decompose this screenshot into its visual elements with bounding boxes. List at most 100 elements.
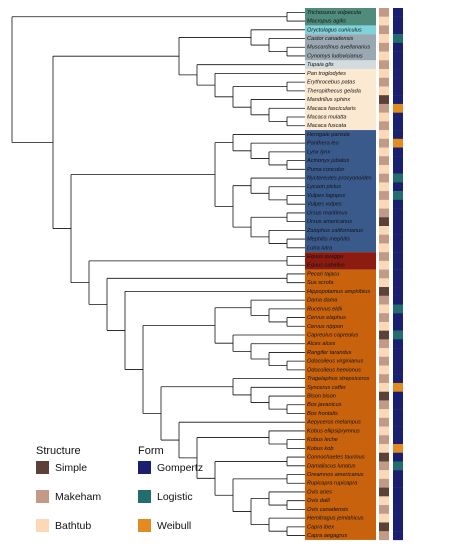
structure-cell — [379, 348, 389, 357]
form-cell — [393, 278, 403, 288]
species-label: Erythrocebus patas — [307, 80, 355, 86]
species-label: Equus caballus — [307, 263, 345, 269]
structure-cell — [379, 191, 389, 201]
structure-cell — [379, 8, 389, 17]
form-cell — [393, 348, 403, 357]
form-cell — [393, 77, 403, 87]
form-cell — [393, 461, 403, 471]
structure-cell — [379, 182, 389, 192]
species-label: Rucervus eldii — [307, 306, 343, 312]
form-cell — [393, 321, 403, 331]
legend-swatch — [138, 519, 151, 532]
species-label: Cynomys ludovicianus — [307, 53, 363, 59]
structure-cell — [379, 51, 389, 61]
species-label: Puma concolor — [307, 167, 345, 173]
species-label: Vulpes vulpes — [307, 202, 342, 208]
structure-cell — [379, 382, 389, 392]
legend-title: Structure — [36, 445, 81, 457]
species-label: Trichosurus vulpecula — [307, 10, 361, 16]
species-label: Dama dama — [307, 298, 337, 304]
tree — [11, 11, 305, 536]
form-cell — [393, 252, 403, 262]
form-cell — [393, 304, 403, 314]
clade-band — [305, 8, 376, 26]
form-cell — [393, 147, 403, 157]
species-label: Tragelaphus strepsiceros — [307, 376, 370, 382]
form-cell — [393, 391, 403, 401]
form-cell — [393, 444, 403, 453]
species-label: Macaca mulatta — [307, 114, 346, 120]
structure-cell — [379, 60, 389, 70]
species-label: Theropithecus gelada — [307, 88, 361, 94]
species-label: Capreolus capreolus — [307, 332, 359, 338]
legend-title: Form — [138, 445, 164, 457]
species-label: Pecari tajacu — [307, 271, 339, 277]
form-cell — [393, 173, 403, 183]
form-cell — [393, 496, 403, 506]
structure-cell — [379, 374, 389, 384]
form-cell — [393, 112, 403, 122]
form-cell — [393, 234, 403, 244]
species-label: Sus scrofa — [307, 280, 333, 286]
species-label: Capra aegagrus — [307, 533, 347, 539]
structure-cell — [379, 522, 389, 532]
species-label: Syncerus caffer — [307, 385, 347, 391]
form-cell — [393, 269, 403, 279]
form-cell — [393, 208, 403, 218]
form-cell — [393, 287, 403, 296]
form-cell — [393, 42, 403, 52]
species-label: Kobus leche — [307, 437, 338, 443]
form-cell — [393, 8, 403, 17]
form-cell — [393, 60, 403, 70]
clade-band — [305, 252, 376, 270]
structure-cell — [379, 234, 389, 244]
form-cell — [393, 313, 403, 323]
species-label: Equus quagga — [307, 254, 343, 260]
structure-cell — [379, 513, 389, 523]
form-cell — [393, 217, 403, 227]
species-label: Odocoileus virginianus — [307, 359, 363, 365]
legend-label: Logistic — [157, 491, 193, 503]
species-label: Oryctolagus cuniculus — [307, 27, 362, 33]
form-cell — [393, 199, 403, 209]
clade-band — [305, 60, 376, 70]
legend-swatch — [138, 490, 151, 503]
form-cell — [393, 382, 403, 392]
species-label: Herogale parvula — [307, 132, 350, 138]
structure-cell — [379, 391, 389, 401]
clade-band — [305, 34, 376, 61]
form-cell — [393, 409, 403, 419]
species-label: Vulpes lagopus — [307, 193, 345, 199]
form-cell — [393, 295, 403, 305]
species-label: Tupaia glis — [307, 62, 334, 68]
species-label: Panthera leo — [307, 141, 339, 147]
form-cell — [393, 478, 403, 488]
species-label: Hemitragus jemlahicus — [307, 516, 364, 522]
form-cell — [393, 25, 403, 35]
form-cell — [393, 243, 403, 253]
clade-band — [305, 25, 376, 35]
structure-cell — [379, 34, 389, 44]
species-label: Macaca fascicularis — [307, 106, 356, 112]
structure-cell — [379, 444, 389, 453]
structure-cell — [379, 278, 389, 288]
species-label: Oreamnos americanus — [307, 472, 364, 478]
structure-cell — [379, 470, 389, 480]
species-label: Lycaon pictus — [307, 184, 341, 190]
species-label: Connochaetes taurinus — [307, 455, 365, 461]
species-label: Bison bison — [307, 394, 336, 400]
structure-cell — [379, 487, 389, 497]
form-cell — [393, 470, 403, 480]
structure-cell — [379, 321, 389, 331]
structure-cell — [379, 531, 389, 541]
structure-cell — [379, 173, 389, 183]
species-label: Aepyceros melampus — [306, 420, 361, 426]
structure-cell — [379, 208, 389, 218]
species-label: Cervus nippon — [307, 324, 343, 330]
structure-cell — [379, 478, 389, 488]
structure-cell — [379, 339, 389, 349]
form-cell — [393, 435, 403, 445]
structure-cell — [379, 313, 389, 323]
structure-cell — [379, 130, 389, 139]
form-cell — [393, 156, 403, 166]
